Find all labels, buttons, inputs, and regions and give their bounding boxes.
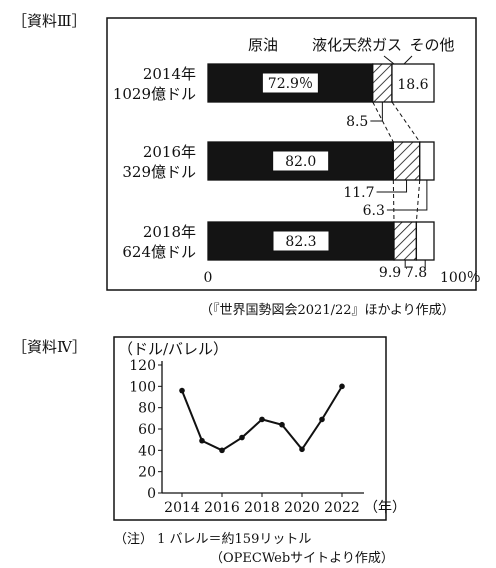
bar-segment [392,141,421,181]
category-amount: 624億ドル [122,243,196,261]
y-tick-label: 120 [129,358,156,374]
bar-segment [415,221,435,261]
data-label-lng: 11.7 [343,185,374,201]
x-tick-label: 2022 [324,500,360,516]
doc4-label: ［資料Ⅳ］ [12,338,87,356]
data-label-lng: 8.5 [346,114,368,130]
y-tick-label: 0 [147,486,156,502]
data-label-crude: 82.0 [285,154,316,170]
data-label-crude: 82.3 [285,234,316,250]
y-axis-label: （ドル/バレル） [118,340,228,358]
legend-label: その他 [409,36,454,54]
axis-end-label: 100％ [440,270,481,286]
y-tick-label: 100 [129,379,156,395]
legend-leader [403,55,413,65]
x-tick-label: 2016 [204,500,240,516]
data-label-other: 7.8 [405,265,427,281]
data-point [319,416,325,423]
doc3-source: （『世界国勢図会2021/22』ほかより作成） [200,303,455,318]
bar-segment [372,63,393,103]
stacked-bar-chart: 原油 液化天然ガス その他 2014年 1029億ドル 72.9％ 2016年 329億ドル 8… [113,36,481,286]
data-point [199,437,205,444]
axis-start-label: 0 [204,270,213,286]
data-label-box [272,230,330,252]
legend-label: 原油 [248,36,278,54]
data-point [239,434,245,441]
legend-leader [383,55,395,65]
data-label-crude: 72.9％ [268,76,313,92]
y-tick-label: 20 [138,465,156,481]
data-point [259,416,265,423]
data-point [279,421,285,428]
y-tick-label: 80 [138,401,156,417]
category-amount: 1029億ドル [113,85,196,103]
y-tick-label: 40 [138,443,156,459]
category-year: 2016年 [143,143,196,161]
data-label-other: 18.6 [397,77,428,93]
data-label-other: 6.3 [363,203,385,219]
line-chart: 0 20 40 60 80 100 120 2014 2016 2018 2020 2022 （ドル/バ… [118,340,406,516]
category-year: 2014年 [143,65,196,83]
category-year: 2018年 [143,223,196,241]
doc4-chart: 0 20 40 60 80 100 120 2014 2016 2018 2020 2022 （ドル/バ… [113,336,406,521]
connector-line [392,179,395,223]
connector-line [415,179,421,223]
data-point [219,447,225,454]
x-tick-label: 2014 [164,500,200,516]
doc4-note: （注） 1 バレル＝約159リットル [114,532,312,547]
x-tick-label: 2018 [244,500,280,516]
connector-line [391,101,421,143]
bar-segment [393,221,418,261]
legend-label: 液化天然ガス [312,36,402,54]
bar-segment [419,141,435,181]
data-point [299,446,305,453]
x-axis-label: （年） [364,500,406,516]
doc3-frame [106,17,477,291]
doc3-chart: 原油 液化天然ガス その他 2014年 1029億ドル 72.9％ 2016年 329億ドル 8… [106,17,481,291]
x-tick-label: 2020 [284,500,320,516]
leader-line [370,102,383,122]
data-point [339,383,345,390]
leader-line [376,180,408,193]
doc4-frame [113,336,387,521]
leader-line [386,180,428,211]
y-tick-label: 60 [138,422,156,438]
connector-line [372,101,394,143]
data-label-box [272,150,330,172]
category-amount: 329億ドル [122,163,196,181]
data-point [179,387,185,394]
doc4-source: （OPECWebサイトより作成） [210,551,394,566]
doc3-label: ［資料Ⅲ］ [12,12,87,30]
data-label-lng: 9.9 [379,265,401,281]
bar-segment [391,63,435,103]
data-label-box [261,72,319,94]
